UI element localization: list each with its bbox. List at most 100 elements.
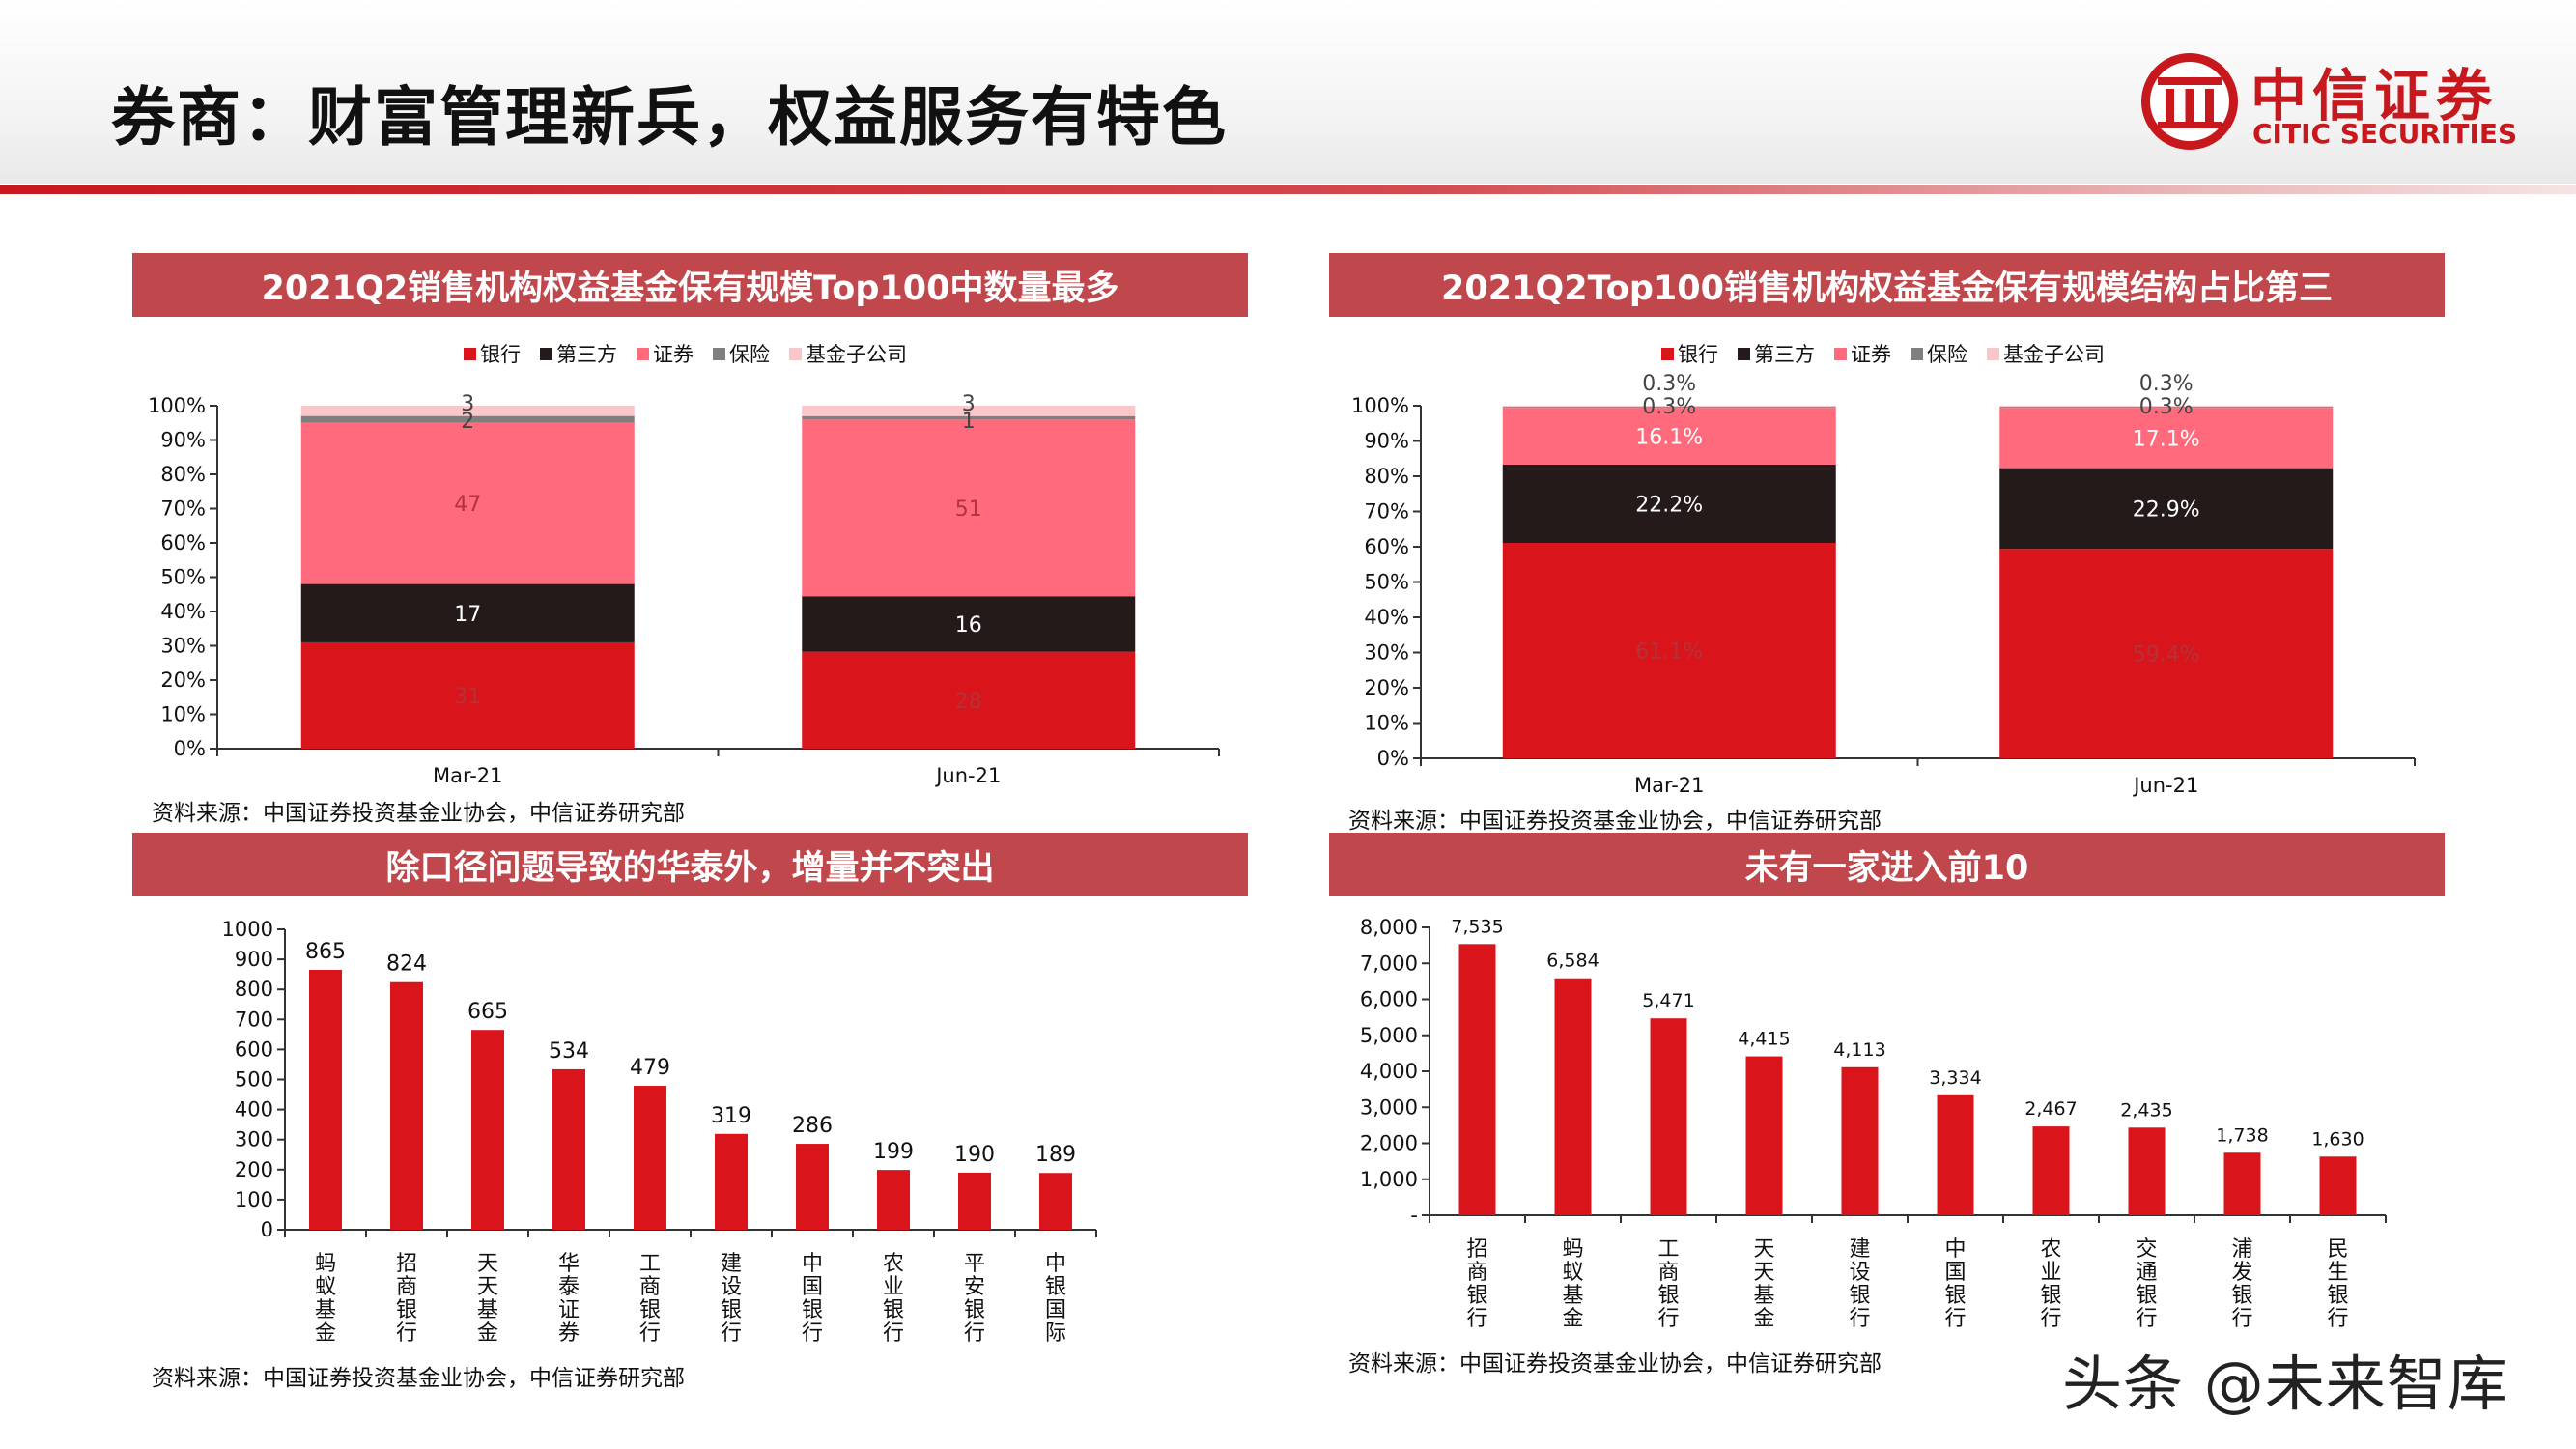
legend-swatch [464, 348, 476, 360]
y-tick-label: 10% [160, 703, 206, 726]
bar-segment [802, 419, 1136, 597]
x-tick-label: 商 [1466, 1261, 1487, 1285]
legend-swatch [540, 348, 552, 360]
data-label: 0.3% [2139, 372, 2194, 396]
citic-emblem-icon [2141, 53, 2238, 150]
x-tick-label: 际 [1045, 1321, 1066, 1346]
y-tick-label: - [1410, 1204, 1418, 1227]
data-label: 2,467 [2024, 1098, 2077, 1120]
bar [877, 1170, 910, 1230]
x-tick-label: 蚁 [315, 1275, 336, 1299]
x-tick-label: 银 [802, 1298, 823, 1322]
legend-label: 保险 [1927, 343, 1967, 366]
bar-segment [1999, 468, 2334, 550]
data-label: 4,415 [1738, 1029, 1790, 1050]
y-tick-label: 30% [160, 635, 206, 658]
data-label: 319 [711, 1104, 751, 1128]
x-tick-label: 国 [1045, 1298, 1066, 1322]
panel-1-source: 资料来源：中国证券投资基金业协会，中信证券研究部 [152, 801, 685, 826]
data-label: 59.4% [2133, 643, 2200, 668]
legend-label: 第三方 [556, 343, 617, 366]
data-label: 4,113 [1833, 1039, 1885, 1061]
x-tick-label: 行 [1944, 1307, 1966, 1331]
legend-swatch [1911, 348, 1923, 360]
data-label: 665 [467, 1000, 508, 1024]
y-tick-label: 10% [1364, 712, 1409, 735]
bar-segment [300, 583, 635, 642]
x-tick-label: 招 [1466, 1237, 1487, 1262]
y-tick-label: 60% [1364, 535, 1409, 558]
x-tick-label: 行 [2136, 1307, 2157, 1331]
bar-segment [300, 422, 635, 584]
data-label: 0.3% [2139, 395, 2194, 419]
panel-4-title: 未有一家进入前10 [1329, 833, 2445, 896]
data-label: 22.9% [2133, 497, 2200, 522]
y-tick-label: 80% [160, 463, 206, 486]
x-tick-label: 银 [964, 1298, 985, 1322]
data-label: 51 [955, 497, 982, 522]
data-label: 824 [386, 952, 427, 977]
x-tick-label: Mar-21 [1634, 774, 1705, 797]
panel-4-source: 资料来源：中国证券投资基金业协会，中信证券研究部 [1348, 1351, 1882, 1377]
y-tick-label: 8,000 [1360, 916, 1418, 939]
x-tick-label: 建 [721, 1252, 742, 1276]
x-tick-label: 金 [1753, 1307, 1774, 1331]
y-tick-label: 400 [235, 1098, 273, 1122]
bar-segment [300, 415, 635, 423]
x-tick-label: 金 [315, 1321, 336, 1346]
panel-3-title: 除口径问题导致的华泰外，增量并不突出 [132, 833, 1248, 896]
logo-text-en: CITIC SECURITIES [2252, 118, 2518, 150]
x-tick-label: 券 [558, 1321, 580, 1346]
x-tick-label: 浦 [2231, 1237, 2252, 1262]
data-label: 5,471 [1642, 990, 1694, 1011]
x-tick-label: 农 [2040, 1237, 2061, 1262]
y-tick-label: 300 [235, 1128, 273, 1151]
data-label: 1,738 [2216, 1124, 2268, 1146]
x-tick-label: 行 [1466, 1307, 1487, 1331]
legend-label: 银行 [1678, 343, 1718, 366]
data-label: 17.1% [2133, 427, 2200, 451]
y-tick-label: 70% [1364, 500, 1409, 524]
y-tick-label: 200 [235, 1158, 273, 1181]
bar-segment [1999, 549, 2334, 758]
data-label: 16 [955, 613, 982, 638]
data-label: 3,334 [1929, 1067, 1981, 1089]
panel-2-title: 2021Q2Top100销售机构权益基金保有规模结构占比第三 [1329, 253, 2445, 317]
y-tick-label: 90% [1364, 430, 1409, 453]
x-tick-label: 行 [2040, 1307, 2061, 1331]
x-tick-label: 平 [964, 1252, 985, 1276]
x-tick-label: 工 [1657, 1237, 1679, 1262]
bar [471, 1030, 504, 1230]
x-tick-label: 蚂 [315, 1252, 336, 1276]
x-tick-label: 蚂 [1562, 1237, 1583, 1262]
x-tick-label: 业 [2040, 1261, 2061, 1285]
bar [1039, 1173, 1072, 1230]
data-label: 7,535 [1451, 916, 1503, 937]
x-tick-label: 商 [1657, 1261, 1679, 1285]
bar-segment [300, 406, 635, 416]
panel-2-source: 资料来源：中国证券投资基金业协会，中信证券研究部 [1348, 809, 1882, 834]
x-tick-label: 行 [883, 1321, 904, 1346]
bar-segment [802, 651, 1136, 749]
y-tick-label: 100% [1351, 394, 1409, 417]
y-tick-label: 0% [1377, 747, 1409, 770]
x-tick-label: 泰 [558, 1275, 580, 1299]
x-tick-label: 金 [1562, 1307, 1583, 1331]
y-tick-label: 40% [160, 600, 206, 623]
data-label: 2,435 [2120, 1099, 2172, 1121]
data-label: 1,630 [2311, 1128, 2364, 1150]
legend-label: 基金子公司 [806, 343, 907, 366]
y-tick-label: 6,000 [1360, 988, 1418, 1011]
y-tick-label: 100% [148, 394, 206, 417]
x-tick-label: 行 [2231, 1307, 2252, 1331]
bar-segment [802, 596, 1136, 652]
x-tick-label: 业 [883, 1275, 904, 1299]
x-tick-label: 设 [721, 1275, 742, 1299]
y-tick-label: 1,000 [1360, 1168, 1418, 1191]
y-tick-label: 0% [174, 737, 206, 760]
x-tick-label: 天 [477, 1275, 498, 1299]
x-tick-label: Jun-21 [934, 764, 1001, 787]
x-tick-label: 银 [2136, 1284, 2157, 1308]
legend-label: 银行 [480, 343, 521, 366]
